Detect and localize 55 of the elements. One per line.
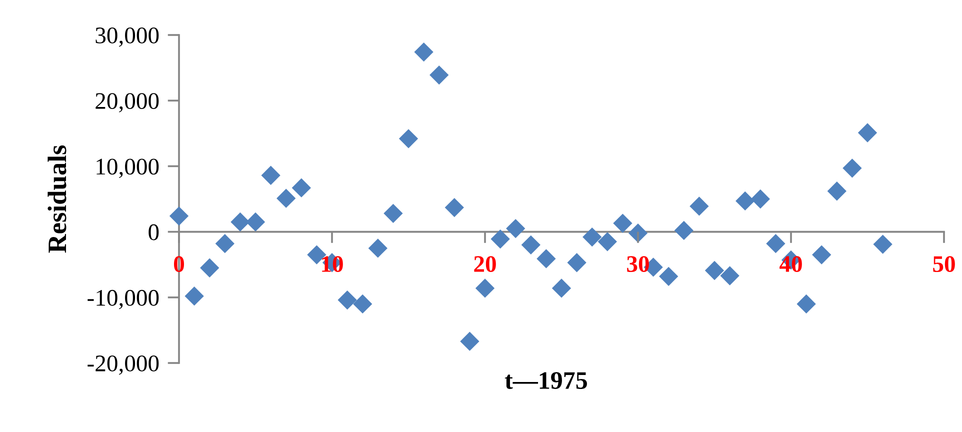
point xyxy=(460,332,480,351)
point xyxy=(659,266,678,286)
point xyxy=(704,260,724,280)
point xyxy=(414,42,434,62)
point xyxy=(750,189,770,209)
point xyxy=(674,220,694,240)
point xyxy=(338,290,357,310)
point xyxy=(720,266,740,286)
point xyxy=(567,253,586,272)
y-tick-label: 20,000 xyxy=(96,93,159,112)
point xyxy=(766,234,786,254)
point xyxy=(582,227,602,247)
point xyxy=(736,191,755,211)
point xyxy=(521,235,540,254)
point xyxy=(812,245,832,264)
point xyxy=(506,218,526,238)
point xyxy=(628,224,648,243)
point xyxy=(444,198,464,218)
point xyxy=(184,286,204,306)
x-tick-label: 20 xyxy=(474,256,496,272)
point xyxy=(215,234,234,254)
point xyxy=(384,204,403,224)
x-tick-label: 30 xyxy=(627,256,649,272)
point xyxy=(490,229,510,249)
point xyxy=(690,196,709,216)
point xyxy=(430,65,449,85)
point xyxy=(261,166,280,185)
point xyxy=(169,206,189,226)
point xyxy=(475,278,495,298)
point xyxy=(398,129,418,148)
point xyxy=(598,232,617,252)
point xyxy=(368,238,388,258)
point xyxy=(292,178,311,198)
point xyxy=(613,214,632,233)
y-tick-label: 30,000 xyxy=(96,27,159,47)
point xyxy=(230,212,250,232)
y-tick-label: -10,000 xyxy=(88,290,159,310)
point xyxy=(873,234,892,254)
point xyxy=(858,123,878,142)
point xyxy=(796,294,816,314)
point xyxy=(552,278,572,298)
x-tick-label: 50 xyxy=(933,256,955,272)
x-axis-title: t—1975 xyxy=(504,372,587,389)
point xyxy=(276,188,296,208)
x-tick-label: 0 xyxy=(174,256,184,272)
point xyxy=(353,294,372,314)
point xyxy=(842,158,862,178)
y-tick-label: 0 xyxy=(148,224,159,240)
y-tick-label: 10,000 xyxy=(96,158,159,178)
y-tick-label: -20,000 xyxy=(88,355,159,375)
point xyxy=(200,258,220,278)
point xyxy=(827,182,846,201)
y-axis-title: Residuals xyxy=(48,145,66,253)
point xyxy=(246,212,266,232)
point xyxy=(536,249,556,268)
